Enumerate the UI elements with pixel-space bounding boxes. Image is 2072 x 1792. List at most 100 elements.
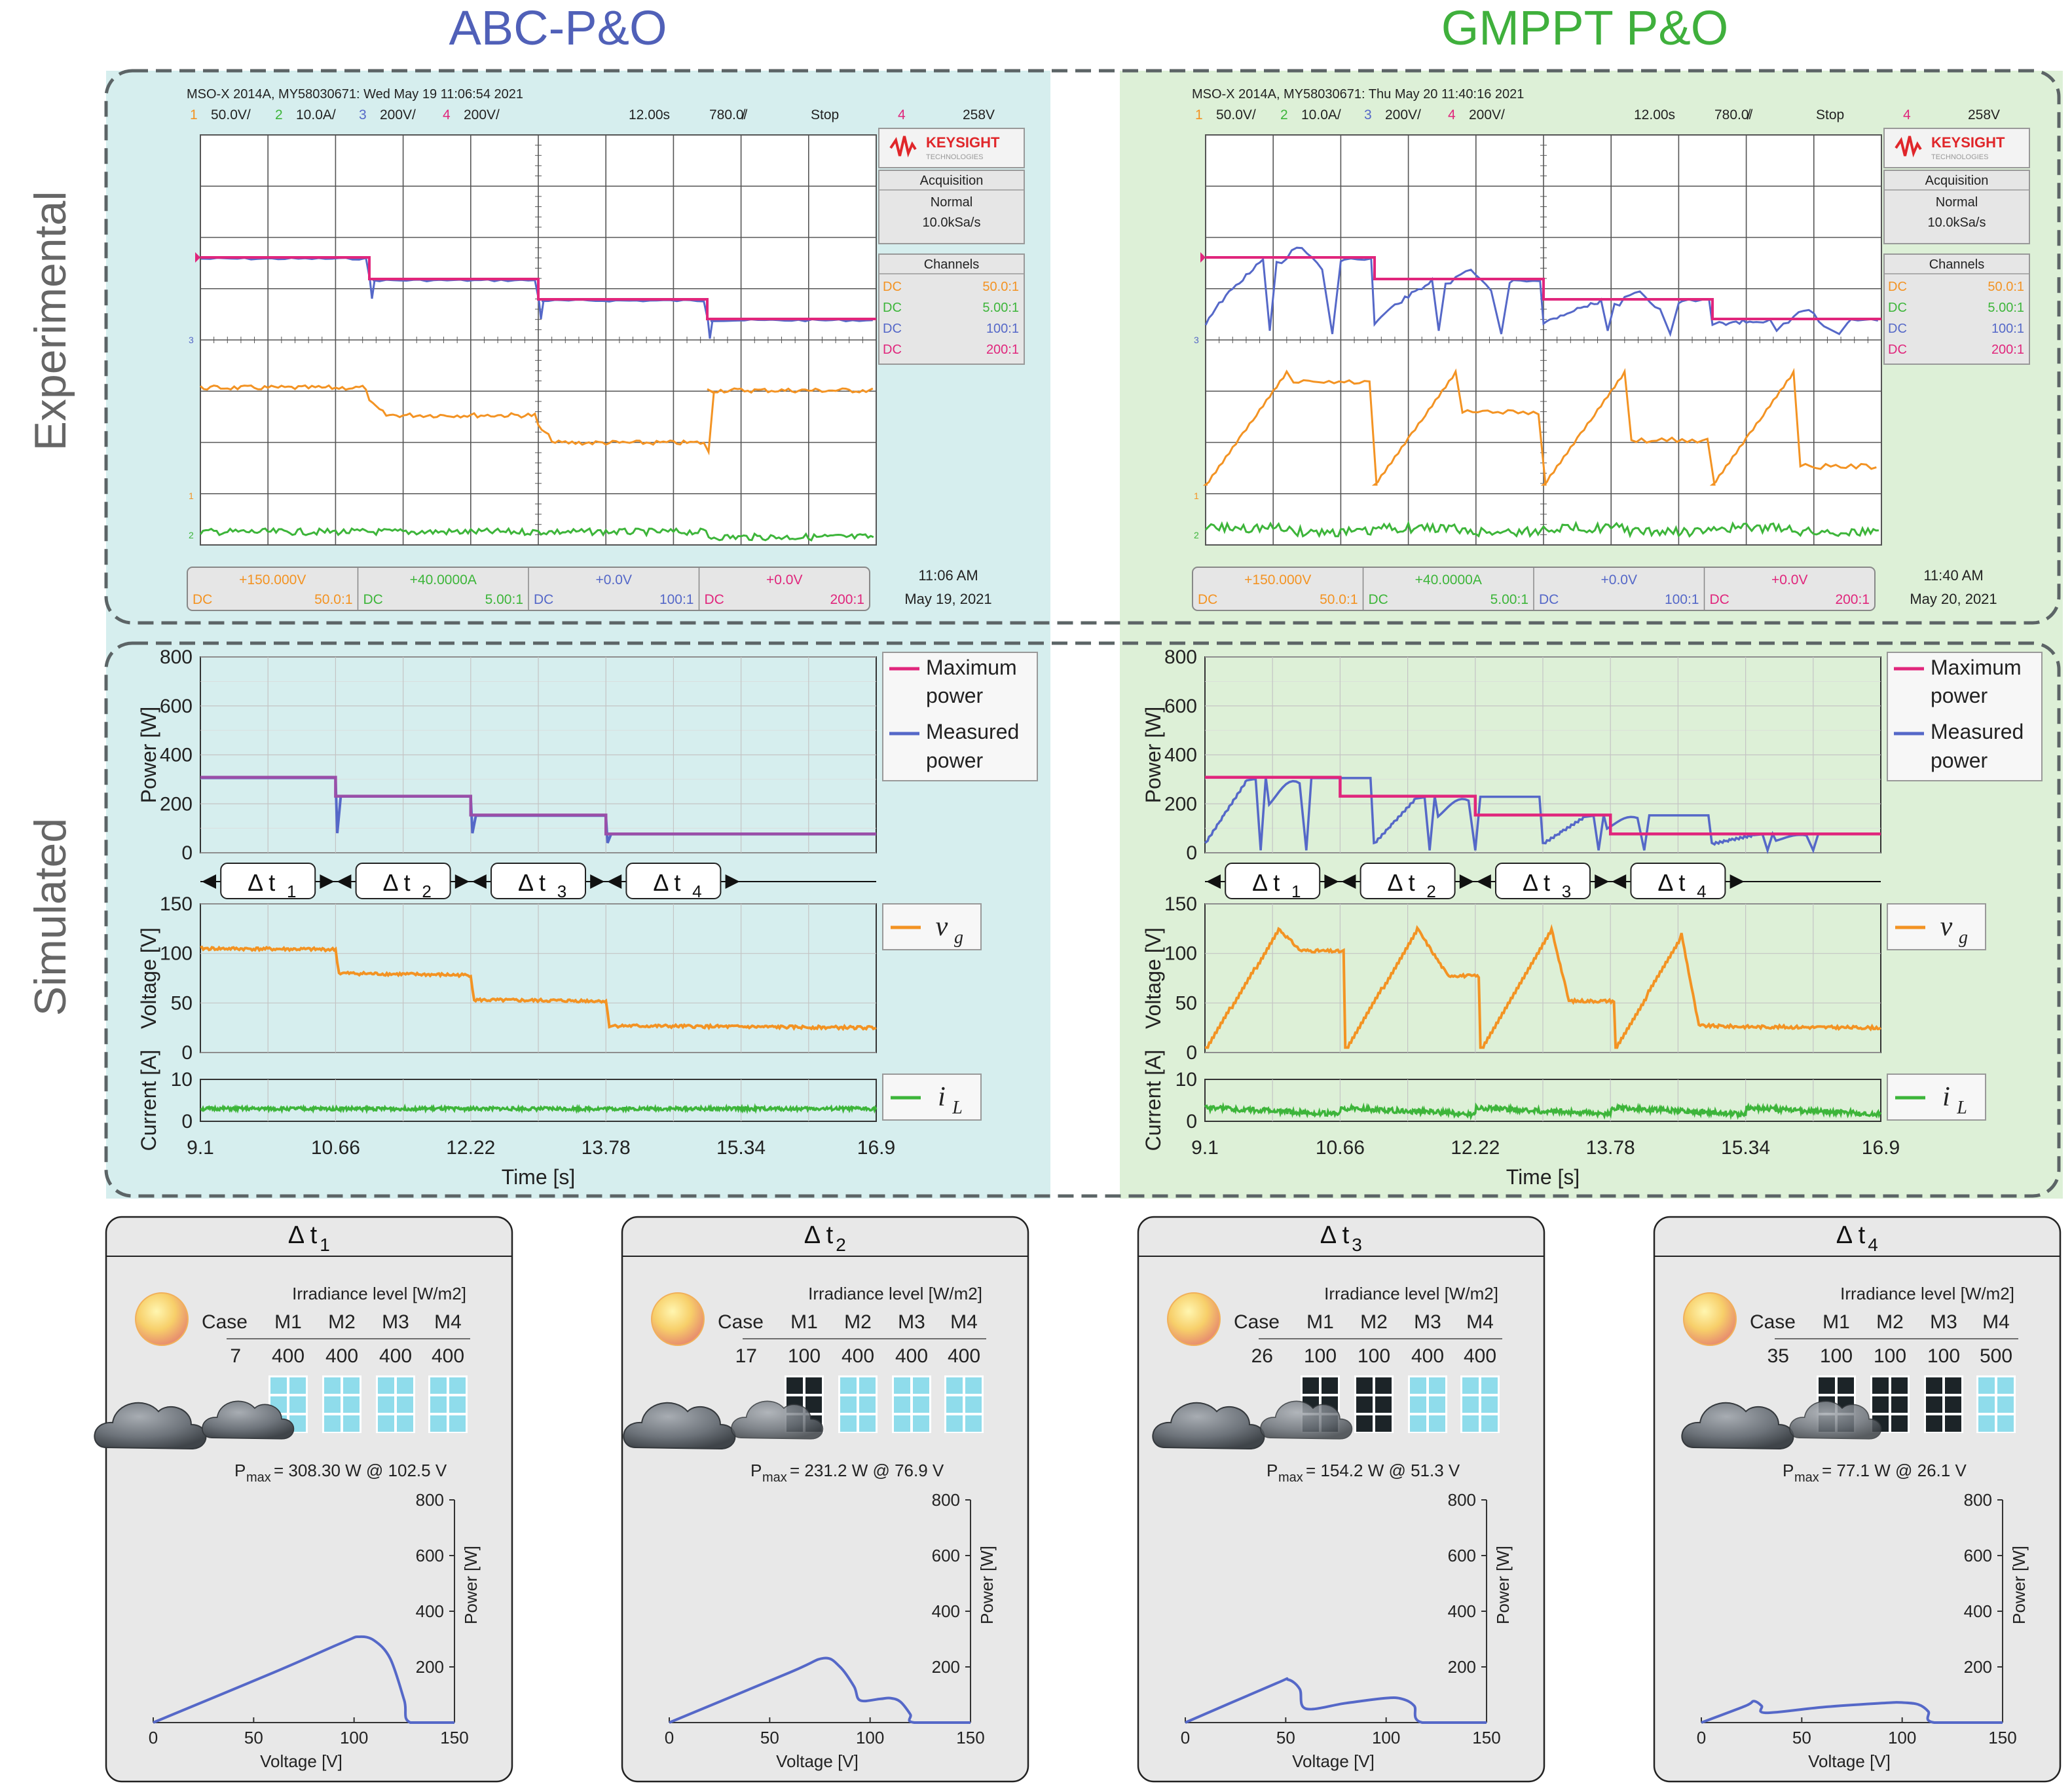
pv-cell — [946, 1415, 963, 1432]
power-tick-label: 800 — [160, 646, 193, 668]
time-tick-label: 10.66 — [311, 1137, 360, 1159]
pv-curve — [1185, 1677, 1487, 1725]
legend-max-line1: Maximum — [1931, 656, 2022, 679]
irradiance-value: 400 — [325, 1345, 358, 1367]
pv-ytick-label: 800 — [1448, 1490, 1476, 1510]
pv-cell — [1926, 1415, 1942, 1432]
pv-cell — [894, 1396, 910, 1413]
module-label: M1 — [274, 1311, 302, 1333]
interval-label: Δ t — [1388, 869, 1415, 896]
irradiance-value: 100 — [1304, 1345, 1337, 1367]
acquisition-rate: 10.0kSa/s — [923, 215, 981, 230]
interval-arrow-left — [337, 874, 352, 889]
pv-cell — [378, 1415, 394, 1432]
interval-label: Δ t — [653, 869, 680, 896]
voltage-tick-label: 100 — [160, 943, 193, 965]
pv-cell — [840, 1396, 857, 1413]
trace-max-power — [1206, 256, 1881, 320]
scope-setting: 50.0V/ — [211, 107, 251, 122]
interval-arrow-left — [1341, 874, 1356, 889]
pv-cell — [1997, 1415, 2014, 1432]
pv-ylabel: Power [W] — [2009, 1546, 2029, 1624]
cloud-shape — [731, 1400, 824, 1440]
interval-label-box — [1495, 863, 1591, 899]
sun-icon — [1167, 1292, 1221, 1346]
case-number: 7 — [230, 1345, 241, 1367]
channels-title: Channels — [1929, 257, 1985, 272]
pv-cell — [1945, 1396, 1961, 1413]
case-number: 26 — [1251, 1345, 1273, 1367]
module-label: M3 — [1414, 1311, 1441, 1333]
power-legend — [882, 652, 1038, 781]
pv-cell — [1410, 1415, 1426, 1432]
scope-abc: MSO-X 2014A, MY58030671: Wed May 19 11:0… — [187, 87, 1025, 611]
channel-ratio: 200:1 — [1835, 592, 1870, 607]
scope-setting: 4 — [443, 107, 451, 122]
power-tick-label: 200 — [1164, 793, 1197, 815]
pv-ytick-label: 400 — [1448, 1601, 1476, 1621]
channel-ratio: 5.00:1 — [1490, 592, 1528, 607]
pv-cell — [1978, 1415, 1995, 1432]
pv-xtick-label: 0 — [1181, 1728, 1190, 1747]
series-current — [1204, 1102, 1882, 1121]
irradiance-value: 400 — [1411, 1345, 1444, 1367]
pv-ytick-label: 400 — [932, 1601, 960, 1621]
pv-cell — [1872, 1377, 1889, 1394]
pv-ylabel: Power [W] — [461, 1546, 481, 1624]
legend-max-line1: Maximum — [926, 656, 1017, 679]
channel-ratio: 50.0:1 — [982, 280, 1019, 294]
scope-setting: 780.0̸/ — [1714, 107, 1753, 122]
acquisition-box — [1883, 170, 2030, 244]
scope-time: 11:06 AM — [918, 567, 978, 584]
pv-cell — [786, 1377, 803, 1394]
row-label-simulated: Simulated — [26, 818, 75, 1016]
cloud-icon — [1789, 1400, 1882, 1440]
power-ylabel: Power [W] — [1141, 707, 1165, 804]
legend-current-sub: L — [952, 1098, 963, 1118]
channel-coupling: DC — [883, 322, 902, 336]
pv-cell — [805, 1396, 822, 1413]
pv-xlabel: Voltage [V] — [260, 1751, 342, 1771]
channel-ratio: 100:1 — [1991, 322, 2024, 336]
channel-coupling: DC — [1710, 592, 1730, 607]
acquisition-mode: Normal — [931, 195, 972, 210]
module-label: M2 — [844, 1311, 872, 1333]
interval-label-sub: 3 — [557, 882, 566, 901]
scope-setting: 12.00s — [1634, 107, 1675, 122]
power-tick-label: 600 — [160, 696, 193, 717]
channel-ratio: 5.00:1 — [1988, 301, 2024, 315]
channel-offset: +0.0V — [766, 572, 802, 588]
case-label: Case — [1234, 1311, 1280, 1333]
simulated-frame — [104, 641, 2061, 1198]
time-tick-label: 12.22 — [446, 1137, 495, 1159]
interval-label-sub: 4 — [1697, 882, 1706, 901]
scope-setting: 1 — [190, 107, 198, 122]
ch1-marker-label: 1 — [1194, 491, 1199, 501]
cloud-shape — [1260, 1400, 1353, 1440]
pv-cell — [397, 1415, 413, 1432]
experimental-frame — [104, 69, 2061, 625]
current-tick-label: 10 — [171, 1069, 193, 1091]
interval-label-box — [1225, 863, 1321, 899]
channel-ratio: 100:1 — [1665, 592, 1699, 607]
pv-cell — [430, 1415, 447, 1432]
panel-title: Δ t — [1320, 1222, 1350, 1249]
channel-ratio: 50.0:1 — [1988, 280, 2024, 294]
current-ylabel: Current [A] — [1141, 1050, 1165, 1151]
pv-cell — [324, 1377, 341, 1394]
pv-cell — [1997, 1396, 2014, 1413]
voltage-tick-label: 150 — [1164, 893, 1197, 915]
pv-cell — [913, 1396, 929, 1413]
title-gmppt: GMPPT P&O — [1441, 1, 1729, 55]
pv-ytick-label: 200 — [932, 1657, 960, 1677]
acquisition-rate: 10.0kSa/s — [1928, 215, 1986, 230]
pv-cell — [1375, 1377, 1392, 1394]
channel-ratio: 100:1 — [986, 322, 1019, 336]
channel-offset: +0.0V — [1601, 572, 1637, 588]
time-xlabel: Time [s] — [502, 1165, 576, 1189]
pv-cell — [1462, 1396, 1479, 1413]
pv-curve — [1701, 1700, 2003, 1724]
interval-arrow-left — [607, 874, 622, 889]
